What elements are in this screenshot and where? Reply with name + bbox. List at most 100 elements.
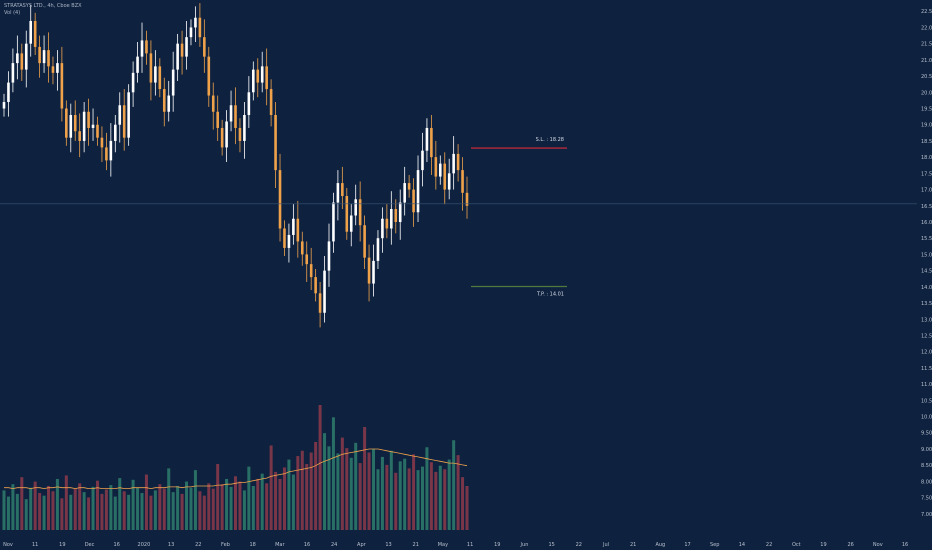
candle-body	[2, 102, 6, 109]
volume-bar	[398, 461, 402, 530]
candle-body	[363, 225, 366, 258]
x-tick-label: 11	[467, 542, 473, 548]
volume-bar	[38, 493, 42, 530]
candle-body	[100, 137, 104, 148]
x-tick-label: 13	[168, 542, 174, 548]
price-axis-bg	[917, 0, 932, 550]
volume-bar	[136, 487, 140, 530]
y-tick-label: 18.00	[921, 155, 932, 161]
candle-body	[225, 121, 228, 148]
candle-body	[47, 50, 50, 67]
candle-body	[318, 293, 322, 313]
x-tick-label: 2020	[138, 542, 151, 548]
volume-bar	[461, 477, 465, 530]
candle-body	[118, 105, 122, 125]
volume-bar	[465, 485, 469, 530]
candle-body	[149, 53, 153, 83]
y-tick-label: 15.50	[921, 236, 932, 242]
candle-body	[91, 124, 95, 128]
candle-body	[323, 270, 326, 313]
candle-body	[372, 260, 375, 284]
candle-body	[243, 114, 246, 141]
x-tick-label: 21	[413, 542, 419, 548]
volume-bar	[87, 497, 91, 530]
x-tick-label: Nov	[873, 542, 883, 548]
volume-pane	[2, 405, 469, 530]
candle-body	[381, 218, 384, 239]
volume-bar	[443, 469, 447, 530]
candle-body	[109, 140, 113, 161]
candle-body	[452, 153, 455, 174]
x-tick-label: 19	[59, 542, 65, 548]
candle-body	[256, 69, 260, 83]
candle-body	[390, 209, 393, 229]
volume-bar	[296, 456, 300, 530]
y-tick-label: 16.50	[921, 204, 932, 210]
candle-body	[465, 192, 469, 206]
volume-bar	[358, 463, 362, 530]
volume-bar	[345, 448, 349, 530]
candle-body	[305, 254, 309, 265]
candle-body	[425, 127, 429, 151]
candle-body	[56, 63, 59, 73]
candle-body	[447, 173, 451, 190]
candle-body	[78, 131, 81, 141]
volume-bar	[323, 433, 327, 530]
candle-body	[407, 183, 411, 190]
volume-bar	[287, 459, 291, 530]
volume-ma-layer	[4, 448, 468, 490]
x-tick-label: 16	[114, 542, 120, 548]
volume-bar	[372, 449, 376, 530]
volume-bar	[229, 486, 233, 530]
volume-bar	[158, 484, 162, 530]
y-tick-label: 15.00	[921, 252, 932, 258]
volume-bar	[42, 495, 46, 530]
volume-bar	[385, 464, 389, 530]
candle-body	[269, 89, 273, 115]
y-tick-label: 8.50	[921, 463, 932, 469]
candle-body	[65, 108, 68, 138]
candle-body	[113, 124, 117, 141]
volume-bar	[238, 481, 242, 530]
x-tick-label: Jul	[602, 542, 609, 548]
x-tick-label: 14	[739, 542, 745, 548]
volume-bar	[363, 427, 367, 530]
candle-body	[82, 111, 86, 141]
volume-bar	[2, 490, 6, 530]
candle-body	[403, 183, 406, 203]
volume-bar	[207, 483, 211, 530]
volume-bar	[131, 479, 135, 530]
volume-bar	[73, 488, 77, 530]
volume-bar	[211, 488, 215, 530]
volume-bar	[403, 458, 407, 530]
volume-bar	[251, 485, 255, 530]
y-tick-label: 10.50	[921, 398, 932, 404]
volume-bar	[78, 483, 82, 530]
volume-bar	[340, 437, 344, 530]
volume-bar	[6, 496, 10, 530]
volume-bar	[100, 493, 104, 530]
volume-bar	[260, 473, 264, 530]
stop-loss-label: S.L. : 18.28	[536, 137, 564, 143]
x-tick-label: 19	[820, 542, 826, 548]
candle-body	[73, 114, 77, 132]
volume-bar	[305, 463, 309, 530]
x-tick-label: 26	[847, 542, 853, 548]
candle-body	[203, 37, 206, 57]
candle-body	[154, 66, 157, 83]
x-tick-label: 22	[195, 542, 201, 548]
y-tick-label: 13.00	[921, 317, 932, 323]
volume-bar	[291, 474, 295, 530]
candle-body	[341, 183, 344, 197]
y-tick-label: 21.50	[921, 42, 932, 48]
x-tick-label: 11	[32, 542, 38, 548]
time-axis[interactable]: Nov 11 19 Dec 16 2020 13 22 Feb 18 Mar 16 24 Apr 13 21 M…	[3, 542, 908, 548]
y-tick-label: 11.00	[921, 382, 932, 388]
volume-bar	[91, 486, 95, 530]
candle-body	[220, 127, 224, 148]
price-axis[interactable]: 22.50 22.00 21.50 21.00 20.50 20.00 19.50 19.00…	[917, 0, 932, 550]
volume-bar	[193, 470, 197, 530]
candle-body	[29, 20, 33, 44]
volume-bar	[122, 491, 126, 530]
